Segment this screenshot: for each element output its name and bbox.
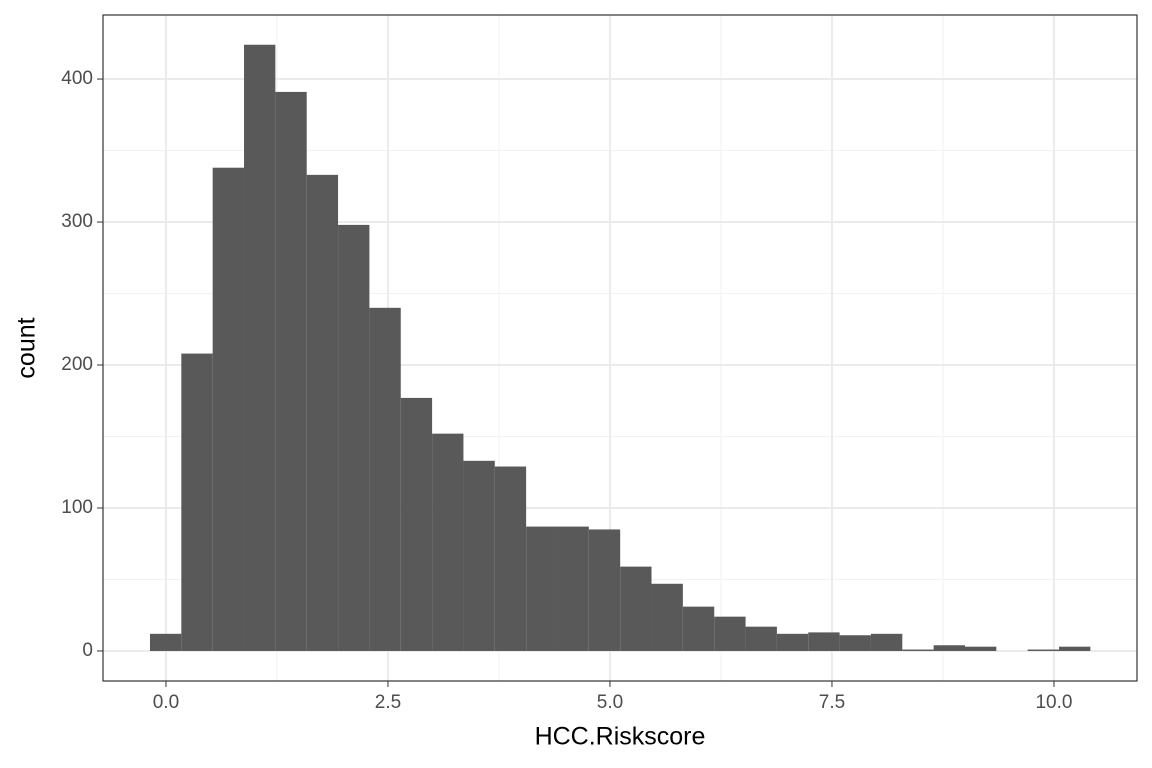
bar	[338, 224, 370, 651]
bar	[776, 633, 809, 651]
bar	[964, 646, 997, 651]
y-tick-label: 100	[61, 497, 93, 518]
bar	[839, 635, 871, 651]
bar	[808, 632, 840, 651]
x-tick-label: 2.5	[375, 692, 401, 713]
bar	[306, 174, 339, 651]
bar	[620, 566, 652, 651]
bar	[651, 583, 683, 651]
y-tick-label: 400	[61, 68, 93, 89]
bar	[244, 44, 276, 651]
bar	[526, 526, 558, 651]
y-axis-title: count	[13, 317, 41, 378]
bar	[400, 397, 433, 651]
x-tick-label: 10.0	[1035, 692, 1072, 713]
bar	[181, 353, 213, 651]
y-tick-label: 0	[82, 640, 93, 661]
bar	[432, 433, 464, 651]
bar	[557, 526, 589, 651]
bar	[1059, 646, 1091, 651]
bar	[902, 649, 934, 651]
bar	[212, 167, 245, 651]
bar	[933, 645, 965, 651]
bar	[494, 466, 527, 651]
bar	[149, 633, 182, 651]
bar	[682, 606, 715, 651]
y-tick-label: 300	[61, 211, 93, 232]
x-tick-label: 7.5	[819, 692, 845, 713]
bar	[275, 91, 307, 651]
x-tick-label: 5.0	[597, 692, 623, 713]
bar	[714, 616, 746, 651]
bar	[463, 460, 495, 651]
bar	[1027, 649, 1060, 651]
x-axis-title: HCC.Riskscore	[535, 723, 706, 751]
y-tick-label: 200	[61, 354, 93, 375]
panel-border	[102, 14, 1138, 682]
bar	[870, 633, 903, 651]
x-tick-label: 0.0	[153, 692, 179, 713]
bar	[369, 307, 401, 651]
bar	[745, 626, 777, 651]
bar	[588, 529, 621, 651]
